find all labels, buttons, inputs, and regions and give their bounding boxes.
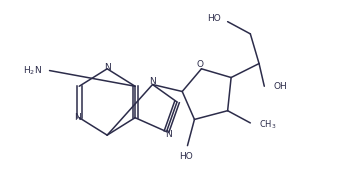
Text: OH: OH	[273, 82, 287, 91]
Text: HO: HO	[179, 152, 193, 161]
Text: CH$_3$: CH$_3$	[259, 118, 277, 131]
Text: H$_2$N: H$_2$N	[23, 64, 42, 77]
Text: HO: HO	[207, 14, 221, 23]
Text: O: O	[196, 60, 203, 69]
Text: N: N	[74, 113, 81, 122]
Text: N: N	[149, 77, 156, 86]
Text: N: N	[165, 130, 172, 139]
Text: N: N	[104, 62, 111, 72]
